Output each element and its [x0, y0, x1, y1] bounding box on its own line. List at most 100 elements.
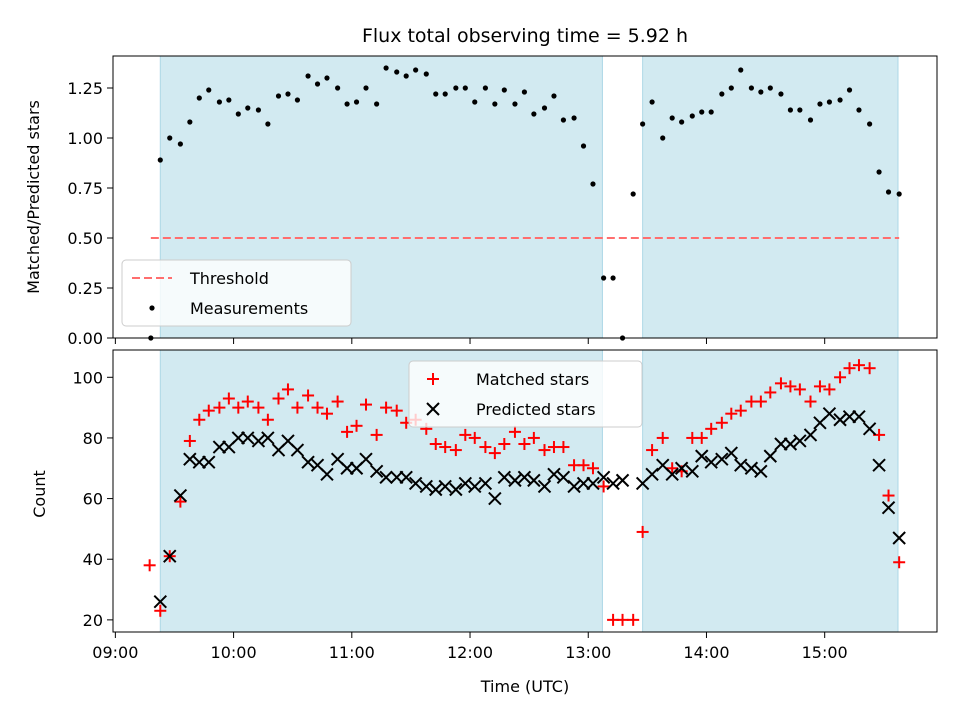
measurement-point — [826, 99, 833, 105]
predicted-star-point — [695, 449, 709, 463]
predicted-star-point — [517, 470, 532, 485]
count-y-axis-label: Count — [30, 470, 49, 518]
ratio-y-tick-label: 1.25 — [67, 79, 103, 98]
count-y-ticks: 20 40 60 80 100 — [72, 368, 113, 630]
matched-star-point — [863, 362, 876, 375]
measurement-point — [807, 117, 814, 123]
matched-star-point — [577, 459, 590, 472]
measurement-points — [148, 65, 902, 341]
measurement-point — [235, 111, 241, 117]
chart-title: Flux total observing time = 5.92 h — [362, 25, 688, 47]
x-tick-label: 15:00 — [802, 643, 848, 662]
measurement-point — [601, 275, 607, 281]
matched-star-point — [538, 444, 551, 457]
predicted-star-point — [408, 476, 423, 491]
matched-star-point — [498, 438, 511, 450]
measurement-point — [472, 99, 478, 105]
measurement-point — [255, 107, 262, 113]
predicted-star-point — [478, 476, 493, 491]
measurement-point — [482, 85, 488, 91]
predicted-star-point — [508, 473, 522, 488]
x-axis-label: Time (UTC) — [480, 677, 569, 696]
matched-star-point — [793, 383, 806, 396]
predicted-star-point — [488, 491, 502, 506]
matched-star-point — [291, 401, 304, 414]
predicted-star-point — [449, 482, 463, 497]
measurement-point — [679, 119, 685, 125]
predicted-star-point — [419, 479, 433, 494]
predicted-star-point — [497, 470, 512, 485]
ratio-panel: 0.00 0.25 0.50 0.75 1.00 1.25 Matched/Predict… — [24, 55, 938, 348]
predicted-legend-swatch — [426, 402, 440, 416]
predicted-star-point — [340, 461, 354, 475]
matched-star-point — [222, 392, 235, 405]
matched-star-point — [154, 604, 167, 617]
predicted-star-point — [596, 470, 611, 485]
predicted-star-point — [212, 440, 227, 454]
measurement-point — [689, 113, 695, 119]
matched-star-point — [882, 489, 895, 502]
predicted-star-point — [438, 479, 452, 494]
count-legend-box — [408, 360, 643, 428]
predicted-legend-label: Predicted stars — [476, 400, 596, 419]
measurement-point — [196, 95, 202, 101]
measurement-point — [187, 119, 193, 125]
matched-star-point — [468, 431, 481, 444]
predicted-star-point — [645, 467, 659, 482]
matched-star-point — [350, 419, 363, 432]
predicted-star-point — [261, 431, 275, 445]
matched-star-point — [359, 398, 372, 411]
matched-star-point — [281, 383, 294, 396]
matched-star-point — [764, 386, 777, 399]
measurement-point — [787, 107, 794, 113]
predicted-star-point — [202, 455, 216, 469]
x-tick-label: 12:00 — [447, 643, 493, 662]
predicted-star-point — [399, 470, 413, 485]
measurement-point — [216, 99, 222, 105]
predicted-star-point — [576, 476, 591, 491]
matched-star-point — [449, 444, 462, 457]
predicted-star-point — [783, 437, 798, 451]
matched-star-point — [272, 392, 285, 405]
matched-star-point — [429, 438, 442, 450]
measurement-point — [846, 87, 853, 93]
predicted-star-point — [369, 464, 384, 478]
matched-star-point — [302, 389, 315, 402]
measurement-point — [630, 191, 636, 197]
measurement-point — [669, 115, 675, 121]
matched-star-point — [784, 380, 797, 393]
matched-star-point — [636, 525, 649, 538]
measurement-point — [660, 135, 666, 141]
predicted-star-point — [606, 476, 620, 491]
predicted-star-point — [567, 479, 581, 494]
measurement-point — [335, 85, 341, 91]
predicted-star-point — [320, 467, 334, 482]
measurement-point — [738, 67, 744, 73]
matched-star-point — [715, 416, 728, 429]
x-tick-label: 11:00 — [329, 643, 375, 662]
measurement-point — [177, 141, 183, 147]
matched-star-point — [804, 395, 817, 408]
matched-star-point — [695, 431, 708, 444]
measurement-point — [856, 107, 862, 113]
predicted-star-point — [674, 461, 689, 475]
matched-star-point — [754, 395, 767, 408]
matched-star-point — [813, 380, 826, 393]
measurement-point — [462, 85, 468, 91]
matched-star-point — [627, 613, 640, 626]
measurements-legend-swatch — [149, 305, 155, 311]
ratio-legend: Threshold Measurements — [121, 259, 352, 327]
ratio-observing-window — [642, 55, 899, 339]
measurement-point — [245, 105, 251, 111]
matched-star-point — [646, 444, 659, 457]
predicted-star-point — [390, 470, 404, 485]
ratio-y-ticks: 0.00 0.25 0.50 0.75 1.00 1.25 — [67, 79, 113, 348]
measurement-point — [265, 121, 271, 127]
measurement-point — [492, 101, 498, 107]
matched-star-point — [508, 425, 521, 438]
matched-star-point — [774, 377, 787, 390]
measurement-point — [314, 81, 321, 87]
predicted-star-point — [665, 467, 679, 482]
measurement-point — [817, 101, 823, 107]
ratio-y-axis-label: Matched/Predicted stars — [24, 100, 43, 294]
